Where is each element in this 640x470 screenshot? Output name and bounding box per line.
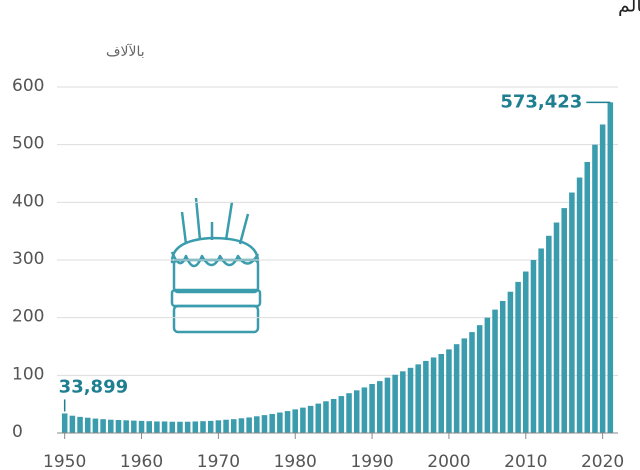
bar	[353, 390, 360, 433]
bar	[400, 371, 406, 433]
bar	[384, 377, 391, 433]
bar	[569, 192, 575, 433]
bar	[138, 420, 145, 433]
bar	[438, 353, 445, 433]
bar	[592, 144, 598, 433]
chart-title: عدد الذين تعدت أعمارهم الـ 100 حول العال…	[618, 0, 640, 17]
bar	[515, 281, 521, 433]
bar	[223, 419, 229, 433]
y-tick-label: 500	[12, 134, 44, 154]
bar	[169, 421, 176, 433]
bar	[300, 407, 306, 433]
bar	[230, 419, 237, 433]
x-tick-label: 1990	[350, 452, 393, 470]
bar	[292, 409, 298, 433]
bar	[523, 271, 529, 433]
x-tick-label: 2010	[504, 452, 547, 470]
bar	[484, 317, 491, 433]
bar	[92, 418, 99, 433]
bar	[184, 421, 191, 433]
x-tick-label: 1960	[120, 452, 163, 470]
bar	[154, 421, 160, 433]
bar	[407, 367, 414, 433]
bar	[492, 309, 498, 433]
bar	[177, 421, 183, 433]
bar	[207, 420, 214, 433]
bar	[269, 413, 275, 433]
bar	[246, 417, 252, 433]
value-label: 33,899	[59, 376, 128, 397]
bar	[530, 260, 537, 433]
bar	[146, 421, 152, 433]
x-tick-label: 2020	[581, 452, 624, 470]
bar	[84, 417, 91, 433]
bar	[607, 102, 614, 433]
bar	[446, 349, 452, 433]
x-tick-label: 1980	[274, 452, 317, 470]
x-tick-label: 1970	[197, 452, 240, 470]
bar	[584, 161, 591, 433]
bar	[423, 360, 429, 433]
bar	[546, 235, 552, 433]
bar	[100, 419, 106, 433]
bar	[307, 405, 314, 433]
bar	[507, 291, 514, 433]
bar	[476, 325, 483, 433]
bar	[131, 420, 137, 433]
bar	[123, 420, 129, 433]
bar	[161, 421, 168, 433]
bar	[69, 415, 76, 433]
x-tick-label: 2000	[427, 452, 470, 470]
x-tick-label: 1950	[43, 452, 86, 470]
bar	[215, 420, 222, 433]
y-tick-label: 100	[12, 364, 44, 384]
bar	[453, 344, 460, 433]
bar	[238, 418, 245, 433]
bar	[538, 248, 544, 433]
bar	[461, 338, 468, 433]
y-tick-label: 400	[12, 191, 44, 211]
bar	[330, 398, 337, 433]
bar	[415, 364, 421, 433]
y-tick-label: 0	[12, 422, 23, 442]
bar	[361, 387, 368, 433]
bar	[338, 396, 345, 433]
bar	[261, 415, 268, 433]
bar	[323, 401, 329, 433]
bar	[284, 411, 291, 433]
bar	[553, 222, 560, 433]
bar	[430, 357, 437, 433]
bar	[277, 412, 283, 433]
bar	[192, 421, 199, 433]
bar	[377, 381, 383, 433]
y-tick-label: 300	[12, 249, 44, 269]
bar	[61, 413, 68, 433]
y-axis-label: بالآلاف	[106, 44, 145, 60]
bar	[469, 332, 475, 433]
bar	[561, 208, 567, 433]
y-tick-label: 200	[12, 307, 44, 327]
value-label: 573,423	[500, 91, 582, 112]
bar	[108, 419, 114, 433]
bar	[499, 300, 506, 433]
bar	[115, 420, 122, 433]
y-tick-label: 600	[12, 76, 44, 96]
bar	[254, 416, 260, 433]
bar	[315, 403, 322, 433]
bar	[346, 393, 352, 433]
bar	[369, 383, 375, 433]
bar	[77, 416, 83, 433]
bar	[200, 421, 206, 433]
bar	[392, 374, 398, 433]
cake-icon	[170, 197, 262, 334]
bar	[576, 177, 583, 433]
bar	[599, 124, 606, 433]
